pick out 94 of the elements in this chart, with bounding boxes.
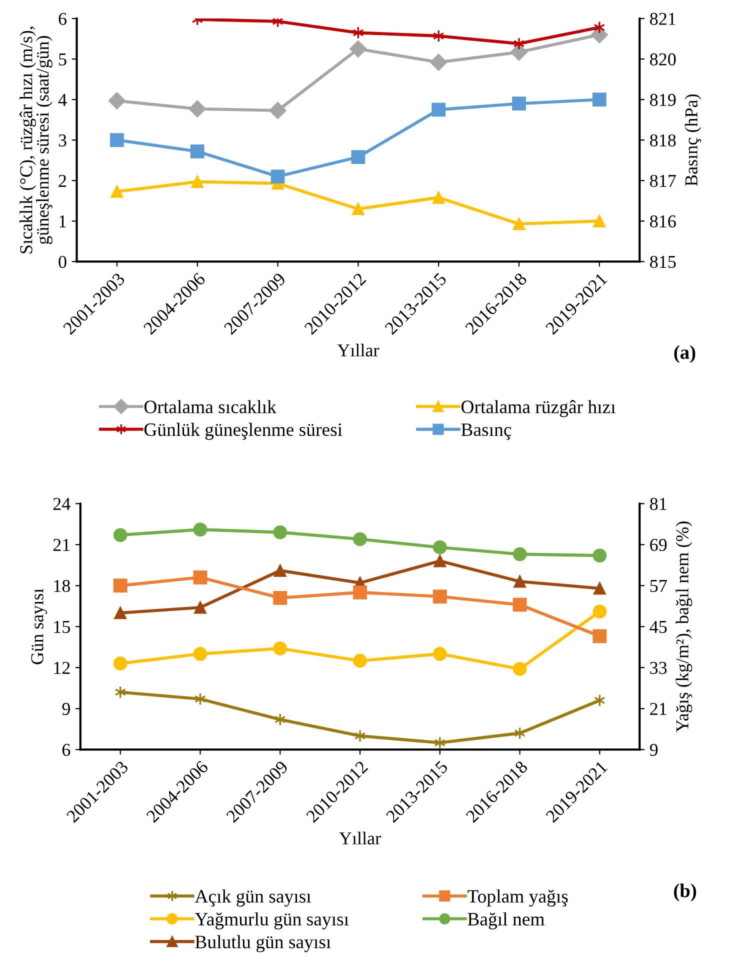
y-tick-label: 6 <box>62 744 70 756</box>
y2-tick-label: 821 <box>650 12 676 25</box>
y-axis-title: Sıcaklık (°C), rüzgâr hızı (m/s), güneşlenme süresi (saat/gün) <box>20 26 52 254</box>
legend-label: Bulutlu gün sayısı <box>195 935 331 952</box>
point <box>193 522 208 537</box>
point <box>593 214 606 228</box>
y2-tick-label: 9 <box>650 744 658 756</box>
point <box>512 218 526 230</box>
point <box>513 37 525 50</box>
point <box>432 102 446 117</box>
y-tick-label: 9 <box>62 702 70 716</box>
y2-tick-label: 81 <box>650 498 666 510</box>
point <box>592 629 607 644</box>
y2-tick-label: 819 <box>650 94 676 106</box>
point <box>273 590 288 605</box>
y-tick-label: 1 <box>60 215 66 228</box>
point <box>512 96 526 111</box>
point <box>512 662 527 676</box>
y2-tick-label: 21 <box>650 702 666 715</box>
point <box>430 54 448 71</box>
point <box>592 548 607 562</box>
point <box>274 564 286 577</box>
y-tick-label: 21 <box>53 538 70 551</box>
point <box>190 144 204 158</box>
point <box>269 102 286 120</box>
legend-label: Ortalama sıcaklık <box>144 400 276 414</box>
y2-tick-label: 817 <box>650 174 676 187</box>
y2-axis-title: Yağış (kg/m²), bağıl nem (%) <box>676 522 692 732</box>
point <box>593 582 606 595</box>
y2-tick-label: 816 <box>650 215 676 228</box>
y-tick-label: 15 <box>54 620 70 634</box>
point <box>273 642 288 656</box>
y-tick-label: 24 <box>53 498 70 510</box>
legend-label: Günlük güneşlenme süresi <box>144 422 342 440</box>
point <box>350 40 367 58</box>
legend-label: Basınç <box>461 424 512 440</box>
y-tick-label: 3 <box>58 134 66 146</box>
point <box>512 598 527 612</box>
y2-tick-label: 820 <box>650 53 676 66</box>
point <box>193 570 208 584</box>
y2-tick-label: 69 <box>650 538 667 552</box>
y-axis-title: Gün sayısı <box>31 588 48 664</box>
point <box>188 100 206 118</box>
x-axis-title: Yıllar <box>339 832 381 844</box>
text: (a) <box>674 345 696 363</box>
legend-label: Yağmurlu gün sayısı <box>194 912 349 930</box>
point <box>432 191 445 204</box>
point <box>270 170 285 184</box>
point <box>352 202 364 216</box>
point <box>510 44 528 61</box>
text: (b) <box>674 884 696 902</box>
y2-tick-label: 33 <box>650 662 667 674</box>
legend-label: Ortalama rüzgâr hızı <box>461 400 616 418</box>
point <box>108 92 126 110</box>
point <box>432 590 447 604</box>
y2-tick-label: 815 <box>650 256 676 268</box>
point <box>353 532 367 546</box>
point <box>512 547 527 562</box>
point <box>594 21 606 34</box>
point <box>193 646 208 661</box>
point <box>351 150 366 164</box>
y-tick-label: 2 <box>58 174 66 187</box>
legend-label: Bağıl nem <box>468 912 544 930</box>
point <box>113 656 128 670</box>
point <box>592 604 607 619</box>
y2-axis-title: Basınç (hPa) <box>684 94 702 186</box>
y-tick-label: 0 <box>58 256 66 268</box>
point <box>354 730 366 742</box>
legend-label: Açık gün sayısı <box>194 890 311 907</box>
y-tick-label: 6 <box>58 12 66 25</box>
point <box>110 185 124 198</box>
point <box>113 578 128 593</box>
y-tick-label: 18 <box>54 580 70 592</box>
point <box>110 133 124 147</box>
y-tick-label: 12 <box>54 662 70 674</box>
point <box>434 554 446 568</box>
point <box>353 654 367 668</box>
y2-tick-label: 45 <box>650 620 667 634</box>
y2-tick-label: 57 <box>650 580 667 592</box>
y-tick-label: 4 <box>58 94 67 106</box>
point <box>113 528 128 542</box>
y-tick-label: 5 <box>59 53 66 66</box>
point <box>514 575 526 588</box>
y2-tick-label: 818 <box>650 134 676 146</box>
point <box>194 601 206 614</box>
point <box>432 646 447 661</box>
point <box>353 585 367 600</box>
point <box>114 606 127 620</box>
point <box>432 540 447 554</box>
point <box>592 92 606 106</box>
legend-label: Toplam yağış <box>468 890 568 907</box>
point <box>273 525 288 540</box>
point <box>191 176 204 188</box>
x-axis-title: Yıllar <box>337 344 380 356</box>
